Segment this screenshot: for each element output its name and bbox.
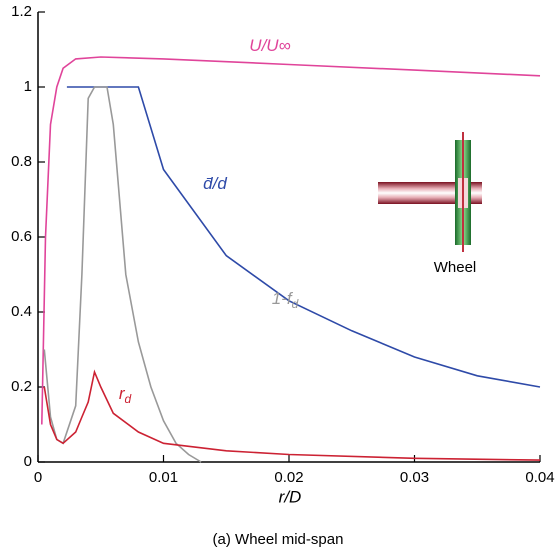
x-tick-label: 0 [34,469,42,486]
x-tick-label: 0.01 [149,469,178,486]
series-label: d̄/d [203,174,227,193]
series-label-name: 1-f [272,289,294,308]
wheel-inset [378,132,482,252]
series-line [43,86,202,463]
series-line [41,56,541,425]
caption: (a) Wheel mid-span [213,531,344,548]
x-tick-label: 0.02 [274,469,303,486]
series-label: rd [119,384,132,406]
series-label-name: r [119,384,126,403]
x-axis-label: r/D [279,487,302,506]
y-tick-label: 0.6 [11,228,32,245]
series-line [66,86,541,388]
series-label-name: U/U∞ [249,36,290,55]
y-tick-label: 0 [24,453,32,470]
y-tick-label: 0.8 [11,153,32,170]
x-tick-label: 0.04 [525,469,554,486]
series-label-subscript: d [292,297,299,311]
series-label-name: d̄/d [203,174,227,193]
series-label: 1-fd [272,289,299,311]
y-tick-label: 0.4 [11,303,32,320]
x-tick-label: 0.03 [400,469,429,486]
series-label-subscript: d [124,392,131,406]
y-tick-label: 1.2 [11,3,32,20]
inset-label: Wheel [434,259,477,276]
y-tick-label: 1 [24,78,32,95]
series-line [43,369,541,461]
y-tick-label: 0.2 [11,378,32,395]
series-label: U/U∞ [249,36,290,55]
